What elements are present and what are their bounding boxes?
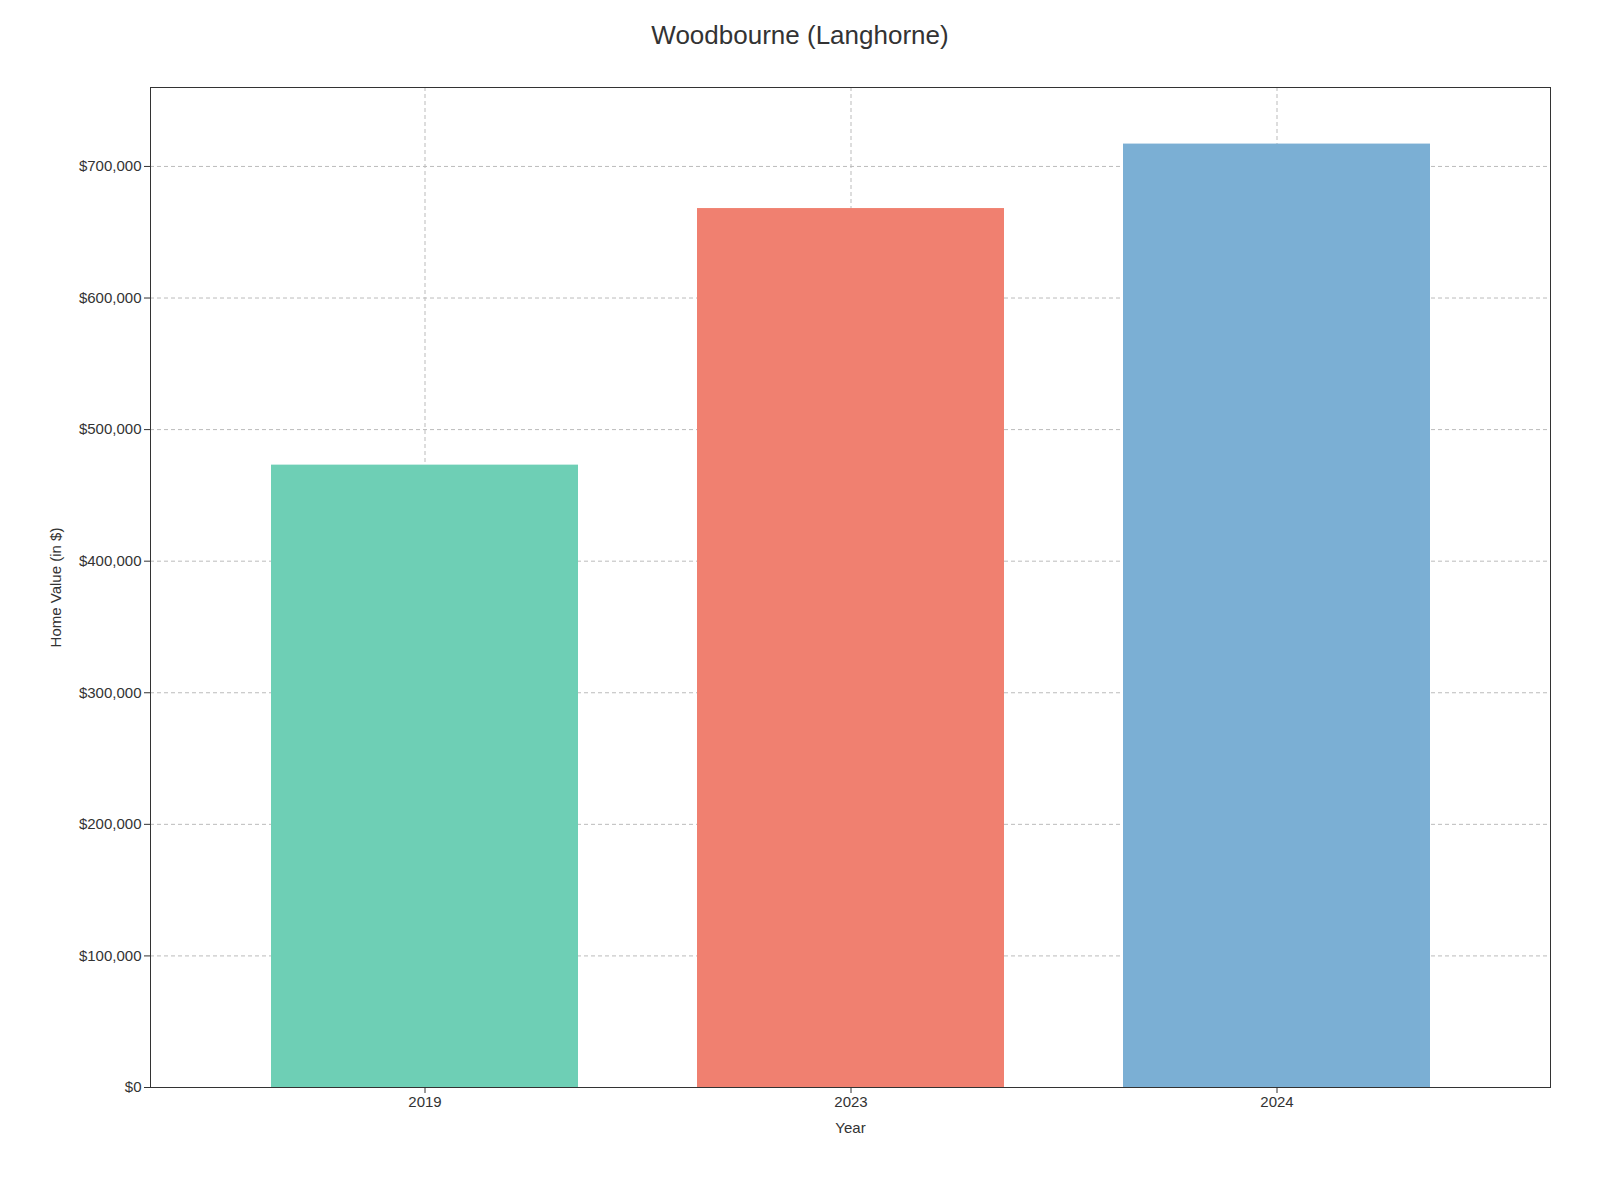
- svg-text:$0: $0: [125, 1078, 142, 1095]
- svg-text:$100,000: $100,000: [79, 947, 142, 964]
- svg-text:$600,000: $600,000: [79, 289, 142, 306]
- svg-text:$300,000: $300,000: [79, 684, 142, 701]
- svg-text:Year: Year: [835, 1119, 865, 1136]
- svg-text:$200,000: $200,000: [79, 815, 142, 832]
- html-text:Woodbourne (Langhorne): Woodbourne (Langhorne): [651, 20, 949, 50]
- svg-text:$400,000: $400,000: [79, 552, 142, 569]
- svg-text:$700,000: $700,000: [79, 157, 142, 174]
- svg-text:2024: 2024: [1260, 1093, 1293, 1110]
- svg-text:Home Value (in $): Home Value (in $): [47, 528, 64, 648]
- svg-text:2023: 2023: [834, 1093, 867, 1110]
- svg-text:$500,000: $500,000: [79, 420, 142, 437]
- svg-text:2019: 2019: [408, 1093, 441, 1110]
